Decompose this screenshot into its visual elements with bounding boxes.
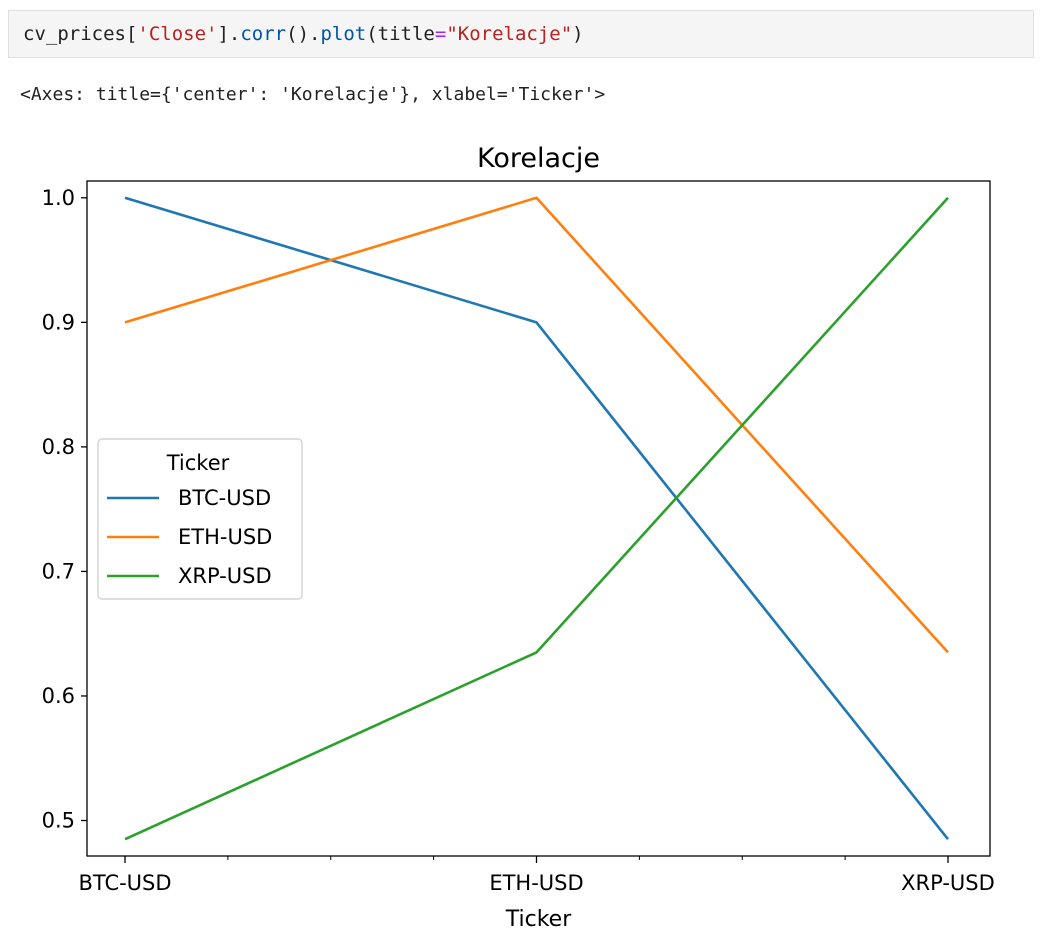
legend-label-btc-usd: BTC-USD: [178, 486, 271, 510]
chart-title: Korelacje: [477, 143, 600, 174]
code-method-plot: plot: [320, 23, 367, 45]
legend-label-xrp-usd: XRP-USD: [178, 564, 272, 588]
plot-frame: [86, 180, 991, 857]
code-prefix: cv_prices[: [23, 23, 138, 45]
code-arg-string: 'Close': [137, 23, 218, 45]
x-axis-label: Ticker: [505, 907, 572, 932]
x-tick-label: XRP-USD: [901, 871, 995, 895]
code-open-paren: (title: [366, 23, 435, 45]
legend-title: Ticker: [166, 451, 230, 475]
series-line-eth-usd: [124, 196, 949, 654]
series-line-btc-usd: [124, 196, 950, 841]
y-tick-label: 0.7: [42, 559, 75, 583]
series-line-xrp-usd: [124, 196, 949, 841]
legend-label-eth-usd: ETH-USD: [178, 525, 272, 549]
code-between: ().: [286, 23, 321, 45]
x-tick-label: BTC-USD: [78, 871, 171, 895]
chart: Korelacje 0.5 0.6 0.7 0.8 0.9 1.0 BTC-USD ETH-US…: [42, 143, 995, 932]
y-tick-label: 0.6: [42, 684, 75, 708]
code-bracket-close: ].: [217, 23, 241, 45]
legend-box: [97, 438, 303, 600]
code-method-corr: corr: [240, 23, 287, 45]
y-tick-label: 0.9: [42, 310, 75, 334]
y-tick-label: 0.5: [42, 809, 75, 833]
x-tick-label: ETH-USD: [489, 871, 583, 895]
code-title-string: "Korelacje": [446, 23, 573, 45]
y-tick-label: 0.8: [42, 435, 75, 459]
code-cell[interactable]: cv_prices['Close']. corr (). plot (title = "Ko…: [8, 10, 1034, 58]
code-close-paren: ): [572, 23, 584, 45]
output-text: <Axes: title={'center': 'Korelacje'}, xl…: [20, 84, 606, 105]
y-tick-label: 1.0: [42, 186, 75, 210]
code-equals: =: [434, 23, 447, 45]
